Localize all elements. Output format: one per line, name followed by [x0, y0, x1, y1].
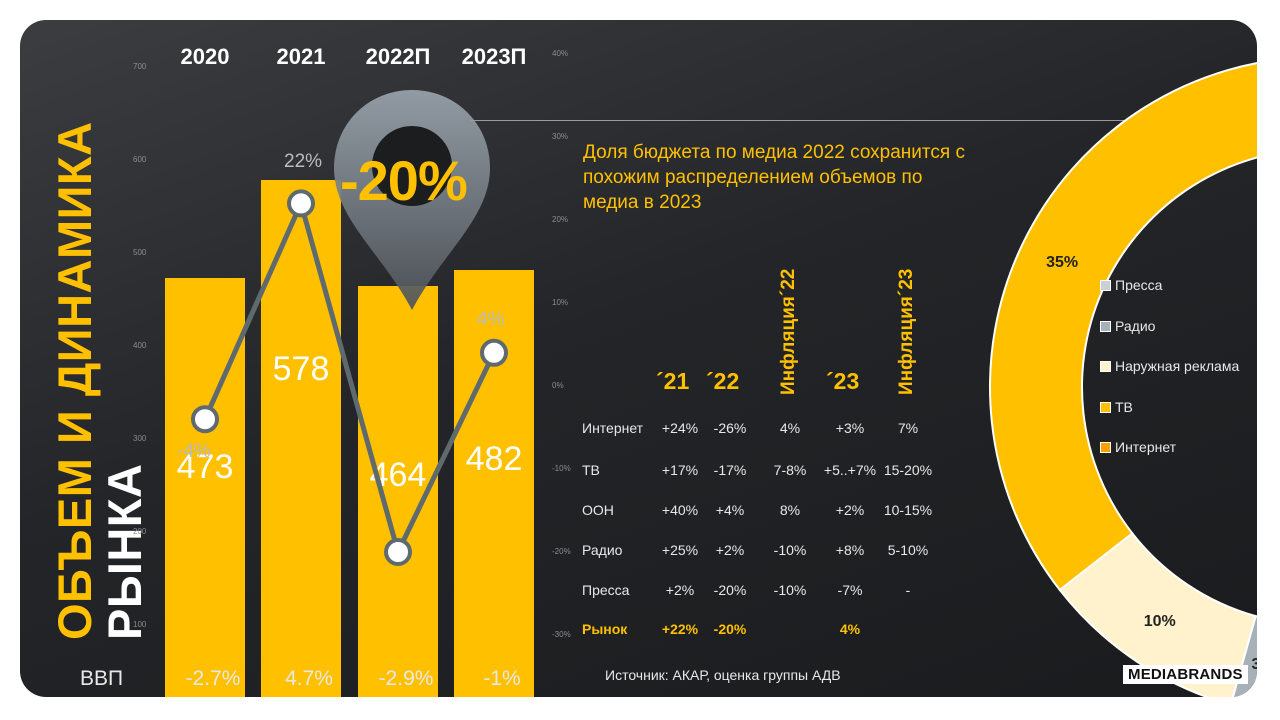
table-cell: +3%: [835, 420, 865, 436]
growth-point: [287, 189, 315, 218]
table-cell: +22%: [661, 621, 699, 637]
percent-axis-tick: 0%: [552, 381, 564, 390]
table-cell: +24%: [661, 420, 699, 436]
table-cell: -17%: [713, 462, 747, 478]
donut-slice: [1058, 531, 1257, 697]
growth-point: [480, 338, 508, 367]
table-cell: +5..+7%: [823, 462, 877, 478]
growth-label: 22%: [284, 151, 323, 173]
legend-label: ТВ: [1115, 398, 1133, 415]
growth-label: -4%: [177, 441, 211, 463]
donut-slice-label: 35%: [1046, 253, 1079, 271]
legend-label: Интернет: [1115, 439, 1177, 455]
legend-swatch: [1100, 442, 1111, 453]
bar-value-label: 473: [176, 448, 234, 487]
location-pin-icon: [334, 90, 490, 310]
growth-line: [202, 200, 497, 555]
gdp-label: ВВП: [80, 667, 124, 690]
table-row-label: Пресса: [582, 582, 630, 598]
table-cell: 5-10%: [887, 542, 929, 558]
legend-swatch: [1100, 280, 1111, 291]
percent-axis-tick: 40%: [552, 49, 569, 58]
legend-label: Наружная реклама: [1115, 358, 1240, 374]
slide: ОБЪЕМ И ДИНАМИКА РЫНКА 01002003004005006…: [20, 20, 1257, 697]
table-cell: 7-8%: [773, 462, 807, 478]
table-row-label: Рынок: [582, 621, 628, 637]
table-cell: -10%: [773, 542, 807, 558]
table-cell: 4%: [839, 621, 861, 637]
table-cell: -: [905, 582, 911, 598]
headline-change: -20%: [340, 149, 468, 212]
year-label: 2020: [180, 44, 230, 69]
percent-axis-tick: -10%: [552, 464, 571, 473]
table-row-label: ТВ: [582, 462, 600, 478]
bar-axis-tick: 700: [133, 62, 147, 71]
table-cell: 7%: [897, 420, 919, 436]
legend-swatch: [1100, 361, 1111, 372]
gdp-value: -2.7%: [185, 667, 241, 690]
table-cell: +4%: [715, 502, 745, 518]
table-header: ´23: [826, 368, 860, 394]
table-header: ´22: [706, 368, 740, 394]
legend-label: Радио: [1115, 317, 1156, 334]
bar-axis-tick: 300: [133, 434, 147, 443]
media-share-donut: [989, 62, 1257, 697]
percent-axis-tick: 10%: [552, 298, 569, 307]
donut-slice-label: 3%: [1251, 656, 1257, 674]
brand-logo: MEDIABRANDS: [1123, 665, 1248, 684]
table-cell: +17%: [661, 462, 699, 478]
table-cell: +25%: [661, 542, 699, 558]
bar-axis-tick: 400: [133, 341, 147, 350]
divider: [470, 120, 1257, 121]
bar-axis-tick: 600: [133, 155, 147, 164]
year-label: 2023П: [461, 44, 527, 69]
growth-point: [191, 405, 219, 434]
table-cell: +8%: [835, 542, 865, 558]
growth-label: 4%: [477, 308, 505, 330]
table-row-label: Интернет: [582, 420, 644, 436]
legend-label: Пресса: [1115, 277, 1163, 293]
year-label: 2022П: [365, 44, 431, 69]
legend-swatch: [1100, 401, 1111, 413]
table-cell: +2%: [835, 502, 865, 518]
percent-axis-tick: -30%: [552, 630, 571, 639]
table-cell: -7%: [837, 582, 863, 598]
subtitle: Доля бюджета по медиа 2022 сохранится с …: [583, 142, 965, 213]
table-cell: -26%: [713, 420, 747, 436]
year-label: 2021: [276, 44, 326, 69]
table-cell: 10-15%: [883, 502, 933, 518]
table-cell: +2%: [665, 582, 695, 598]
table-cell: -20%: [713, 582, 747, 598]
legend-swatch: [1100, 320, 1111, 332]
bar-value-label: 482: [465, 439, 523, 478]
table-cell: +40%: [661, 502, 699, 518]
bar-axis-tick: 100: [133, 620, 147, 629]
growth-line-chart: [191, 189, 508, 566]
table-header: ´21: [656, 368, 690, 394]
bar-axis-tick: 200: [133, 527, 147, 536]
table-row-label: ООН: [582, 502, 614, 518]
bar: [165, 278, 245, 697]
bar-value-label: 578: [272, 350, 330, 389]
growth-point: [384, 538, 412, 566]
table-cell: +2%: [715, 542, 745, 558]
percent-axis-tick: 20%: [552, 215, 569, 224]
table-cell: -10%: [773, 582, 807, 598]
table-cell: -20%: [713, 621, 747, 637]
gdp-value: -2.9%: [378, 667, 434, 690]
table-row-label: Радио: [582, 542, 623, 558]
table-cell: 4%: [779, 420, 801, 436]
donut-slice: [989, 62, 1257, 592]
donut-slice-label: 10%: [1143, 612, 1176, 630]
source-note: Источник: АКАР, оценка группы АДВ: [605, 667, 841, 683]
gdp-value: 4.7%: [285, 667, 333, 690]
percent-axis-tick: -20%: [552, 547, 571, 556]
percent-axis-tick: 30%: [552, 132, 569, 141]
gdp-value: -1%: [483, 667, 521, 690]
table-cell: 15-20%: [883, 462, 933, 478]
bar-axis-tick: 500: [133, 248, 147, 257]
table-cell: 8%: [779, 502, 801, 518]
